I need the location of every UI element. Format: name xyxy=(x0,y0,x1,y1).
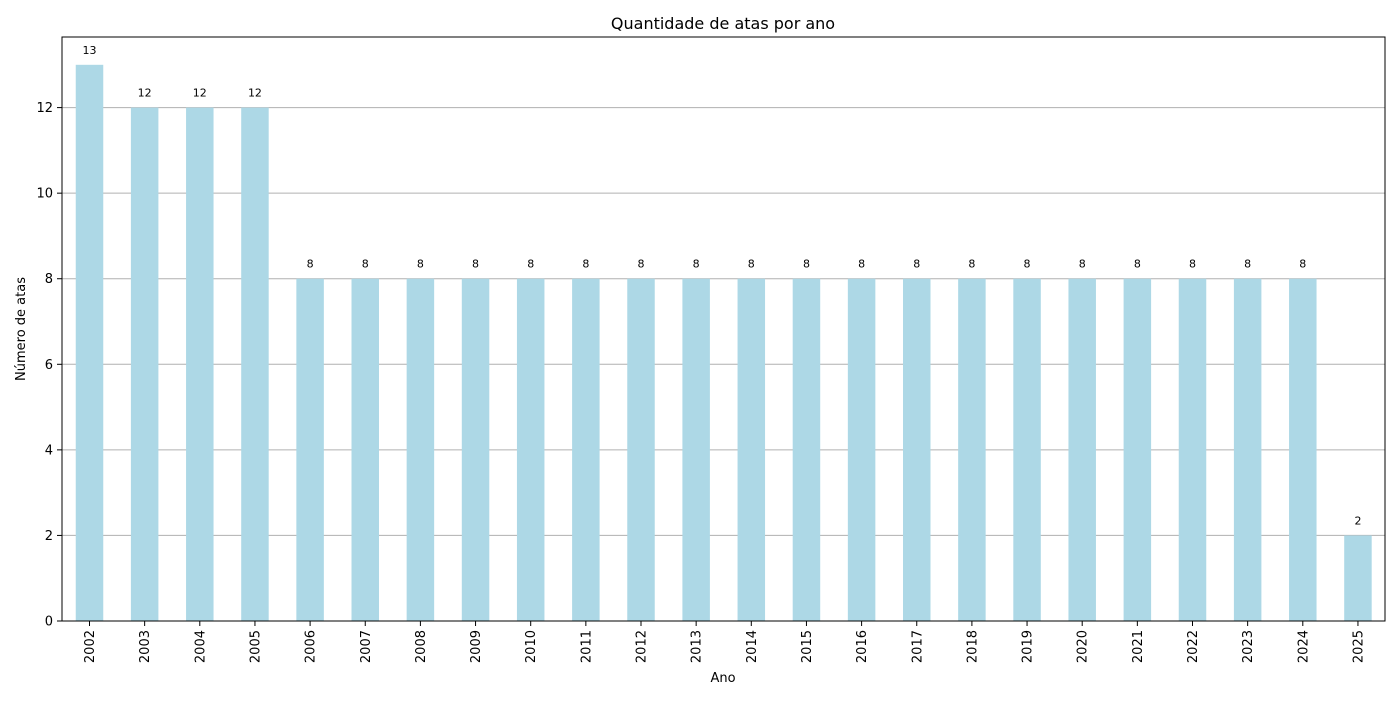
x-tick-label: 2002 xyxy=(83,630,98,663)
x-tick-label: 2004 xyxy=(193,630,208,663)
data-label: 8 xyxy=(1079,258,1086,271)
y-tick-label: 6 xyxy=(45,358,53,373)
x-tick-label: 2017 xyxy=(910,630,925,663)
data-label: 8 xyxy=(417,258,424,271)
y-tick-label: 0 xyxy=(45,615,53,630)
x-tick-label: 2012 xyxy=(635,630,650,663)
bar xyxy=(627,278,655,621)
x-tick-label: 2007 xyxy=(359,630,374,663)
bar xyxy=(75,64,104,622)
bar xyxy=(1013,278,1041,621)
data-label: 12 xyxy=(248,87,262,100)
data-label: 8 xyxy=(803,258,810,271)
bar xyxy=(847,278,876,621)
y-tick-label: 12 xyxy=(36,101,53,116)
bar xyxy=(903,278,931,621)
bar xyxy=(406,278,435,621)
x-tick-label: 2013 xyxy=(690,630,705,663)
data-label: 8 xyxy=(913,258,920,271)
bar xyxy=(296,278,324,621)
bar xyxy=(516,278,545,621)
x-tick-label: 2008 xyxy=(414,630,429,663)
data-label: 8 xyxy=(1244,258,1251,271)
y-tick-label: 10 xyxy=(36,187,53,202)
y-axis-label: Número de atas xyxy=(14,277,29,381)
bar xyxy=(461,278,490,621)
data-label: 8 xyxy=(968,258,975,271)
y-tick-label: 2 xyxy=(45,529,53,544)
bar xyxy=(792,278,821,621)
bar xyxy=(572,278,600,621)
data-label: 8 xyxy=(638,258,645,271)
x-tick-label: 2022 xyxy=(1186,630,1201,663)
bar xyxy=(1123,278,1152,621)
x-tick-label: 2009 xyxy=(469,630,484,663)
data-label: 8 xyxy=(858,258,865,271)
data-label: 8 xyxy=(362,258,369,271)
data-labels: 13 12 12 12 8 8 8 8 8 8 8 8 8 8 8 8 8 8 8 8 8 8 8 2 xyxy=(83,44,1362,528)
x-tick-label: 2014 xyxy=(745,630,760,663)
grid-lines xyxy=(62,107,1385,536)
x-tick-label: 2025 xyxy=(1351,630,1366,663)
x-tick-label: 2016 xyxy=(855,630,870,663)
bar xyxy=(1344,535,1372,621)
bar xyxy=(1289,278,1317,621)
data-label: 8 xyxy=(527,258,534,271)
y-tick-label: 8 xyxy=(45,272,53,287)
x-tick-label: 2015 xyxy=(800,630,815,663)
x-tick-label: 2024 xyxy=(1296,630,1311,663)
plot-frame xyxy=(61,36,1386,622)
data-label: 12 xyxy=(138,87,152,100)
data-label: 8 xyxy=(693,258,700,271)
x-tick-label: 2003 xyxy=(138,630,153,663)
bar xyxy=(241,107,269,622)
data-label: 8 xyxy=(1024,258,1031,271)
x-tick-label: 2021 xyxy=(1131,630,1146,663)
bar xyxy=(1233,278,1262,621)
data-label: 8 xyxy=(472,258,479,271)
bar xyxy=(682,278,710,621)
data-label: 8 xyxy=(748,258,755,271)
x-tick-label: 2020 xyxy=(1076,630,1091,663)
x-tick-label: 2006 xyxy=(304,630,319,663)
bar xyxy=(351,278,379,621)
bar xyxy=(186,107,214,622)
bars xyxy=(75,64,1372,622)
data-label: 8 xyxy=(582,258,589,271)
data-label: 8 xyxy=(1134,258,1141,271)
x-tick-label: 2011 xyxy=(579,630,594,663)
x-tick-label: 2005 xyxy=(248,630,263,663)
data-label: 13 xyxy=(83,44,97,57)
chart-title: Quantidade de atas por ano xyxy=(611,14,835,33)
bar xyxy=(1068,278,1096,621)
bar xyxy=(737,278,766,621)
x-tick-label: 2023 xyxy=(1241,630,1256,663)
data-label: 2 xyxy=(1354,514,1361,527)
data-label: 8 xyxy=(307,258,314,271)
bar xyxy=(1178,278,1207,621)
data-label: 12 xyxy=(193,87,207,100)
axes: 0 2 4 6 8 10 12 2002 2003 2004 2005 2006 2007 2008 200… xyxy=(36,36,1386,663)
bar xyxy=(958,278,986,621)
bar xyxy=(130,107,159,622)
data-label: 8 xyxy=(1189,258,1196,271)
x-tick-label: 2018 xyxy=(965,630,980,663)
data-label: 8 xyxy=(1299,258,1306,271)
y-tick-label: 4 xyxy=(45,443,53,458)
x-axis-label: Ano xyxy=(710,671,735,686)
x-tick-label: 2019 xyxy=(1021,630,1036,663)
x-tick-label: 2010 xyxy=(524,630,539,663)
